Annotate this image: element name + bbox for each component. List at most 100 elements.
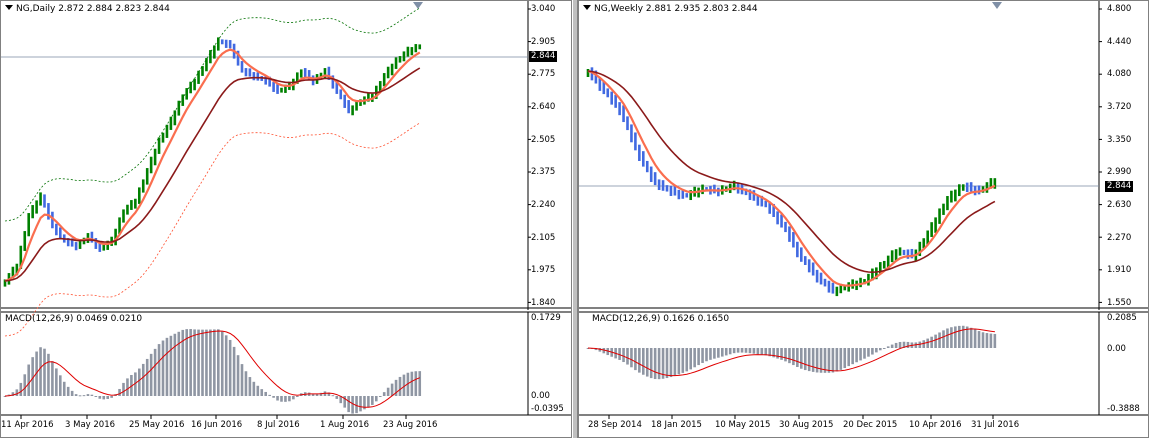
macd-histogram-bar <box>894 342 898 348</box>
bearish-bar <box>815 269 819 283</box>
macd-histogram-bar <box>78 395 82 397</box>
bearish-bar <box>649 166 653 183</box>
bearish-bar <box>768 201 771 214</box>
bearish-bar <box>335 80 339 94</box>
macd-histogram-bar <box>622 348 625 363</box>
bullish-bar <box>985 182 989 193</box>
macd-histogram-bar <box>189 329 192 396</box>
bullish-bar <box>209 50 212 64</box>
dropdown-triangle-icon[interactable] <box>5 5 13 10</box>
macd-histogram-bar <box>149 353 153 396</box>
bullish-bar <box>382 73 386 87</box>
weekly-date-label: 28 Sep 2014 <box>588 420 642 430</box>
macd-histogram-bar <box>598 348 602 352</box>
macd-histogram-bar <box>748 348 752 354</box>
weekly-date-label: 10 Apr 2016 <box>909 420 962 430</box>
macd-histogram-bar <box>954 326 957 348</box>
bearish-bar <box>224 39 228 48</box>
weekly-price-label: 2.270 <box>1107 233 1132 243</box>
daily-chart-window[interactable]: NG,Daily 2.872 2.884 2.823 2.844 MACD(12… <box>0 0 572 438</box>
bullish-bar <box>894 249 898 261</box>
macd-histogram-bar <box>973 329 977 348</box>
weekly-symbol-label: NG,Weekly 2.881 2.935 2.803 2.844 <box>594 4 758 14</box>
macd-histogram-bar <box>260 389 264 396</box>
daily-chart-canvas[interactable] <box>1 1 572 438</box>
macd-histogram-bar <box>248 377 252 396</box>
macd-histogram-bar <box>94 396 98 397</box>
daily-price-label: 2.775 <box>531 69 556 79</box>
bearish-bar <box>661 180 665 191</box>
bearish-bar <box>98 241 102 252</box>
macd-histogram-bar <box>886 346 890 348</box>
macd-histogram-bar <box>244 371 248 396</box>
weekly-chart-canvas[interactable] <box>579 1 1149 438</box>
daily-price-label: 2.105 <box>531 233 556 243</box>
macd-histogram-bar <box>958 325 961 348</box>
bearish-bar <box>347 100 350 114</box>
macd-histogram-bar <box>740 348 744 353</box>
daily-price-label: 2.240 <box>531 200 556 210</box>
macd-histogram-bar <box>276 396 279 401</box>
bearish-bar <box>819 272 823 285</box>
bearish-bar <box>240 61 244 73</box>
bearish-bar <box>685 193 689 198</box>
bearish-bar <box>764 200 768 208</box>
bearish-bar <box>90 231 94 243</box>
macd-histogram-bar <box>375 396 378 402</box>
chart-shift-marker-icon[interactable] <box>413 2 423 9</box>
bullish-bar <box>689 190 692 201</box>
weekly-chart-window[interactable]: NG,Weekly 2.881 2.935 2.803 2.844 MACD(1… <box>578 0 1149 438</box>
macd-histogram-bar <box>989 333 993 348</box>
macd-histogram-bar <box>792 348 795 366</box>
macd-histogram-bar <box>339 396 343 404</box>
macd-histogram-bar <box>177 331 181 396</box>
bullish-bar <box>859 277 862 288</box>
chart-shift-marker-icon[interactable] <box>992 2 1002 9</box>
bearish-bar <box>618 102 621 116</box>
daily-macd-label: MACD(12,26,9) 0.0469 0.0210 <box>5 314 143 324</box>
macd-histogram-bar <box>102 396 106 400</box>
macd-histogram-bar <box>327 392 331 396</box>
macd-histogram-bar <box>367 396 370 408</box>
bullish-bar <box>954 189 957 202</box>
macd-histogram-bar <box>394 379 398 396</box>
bullish-bar <box>217 37 220 51</box>
macd-histogram-bar <box>138 368 141 396</box>
weekly-price-label: 1.550 <box>1107 298 1132 308</box>
bullish-bar <box>126 204 129 215</box>
macd-histogram-bar <box>347 396 350 413</box>
window-splitter[interactable] <box>572 0 578 438</box>
macd-histogram-bar <box>950 327 953 348</box>
bullish-bar <box>130 200 133 210</box>
daily-date-label: 11 Apr 2016 <box>1 420 54 430</box>
bearish-bar <box>645 160 649 173</box>
macd-histogram-bar <box>863 348 866 359</box>
weekly-price-label: 3.350 <box>1107 135 1132 145</box>
bullish-bar <box>157 137 161 154</box>
macd-histogram-bar <box>240 364 244 396</box>
macd-histogram-bar <box>717 348 720 358</box>
macd-histogram-bar <box>59 375 62 396</box>
macd-histogram-bar <box>363 396 366 410</box>
bearish-bar <box>272 82 275 92</box>
bullish-bar <box>161 132 165 143</box>
bearish-bar <box>327 66 331 80</box>
macd-histogram-bar <box>197 329 200 396</box>
bullish-bar <box>213 45 216 59</box>
macd-histogram-bar <box>55 368 58 396</box>
macd-histogram-bar <box>713 348 716 359</box>
macd-signal-line <box>4 330 420 408</box>
bullish-bar <box>145 168 149 185</box>
bullish-bar <box>201 66 204 76</box>
macd-histogram-bar <box>193 329 196 396</box>
macd-histogram-bar <box>382 392 386 396</box>
macd-histogram-bar <box>98 396 102 399</box>
fast-ma-line <box>587 69 996 287</box>
macd-histogram-bar <box>764 348 768 356</box>
macd-histogram-bar <box>209 329 212 396</box>
bearish-bar <box>256 72 260 81</box>
macd-histogram-bar <box>634 348 637 371</box>
dropdown-triangle-icon[interactable] <box>583 5 591 10</box>
macd-histogram-bar <box>851 348 854 365</box>
bullish-bar <box>165 124 169 138</box>
